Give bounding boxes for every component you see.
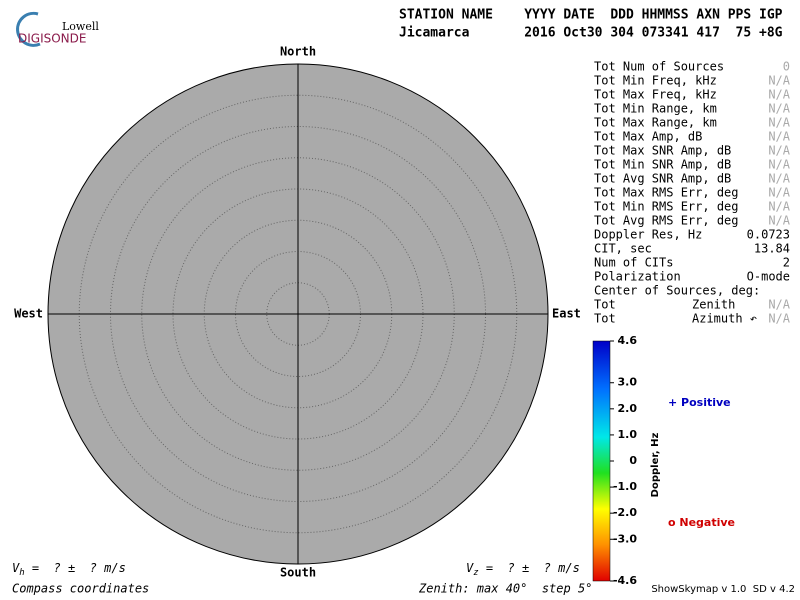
colorbar-label: Doppler, Hz	[650, 433, 661, 498]
vz-text: = ? ± ? m/s	[479, 561, 580, 575]
stat-value: N/A	[768, 172, 790, 186]
colorbar-ticks: 4.6 3.0 2.0 1.0 0 -1.0 -2.0 -3.0 -4.6	[610, 334, 637, 587]
compass-label: South	[280, 566, 316, 580]
colorbar-tick-label: 2.0	[618, 402, 638, 415]
stat-value: N/A	[768, 144, 790, 158]
colorbar-tick-label: -4.6	[613, 574, 637, 587]
colorbar-tick-label: 3.0	[618, 376, 638, 389]
vh-sub: h	[19, 568, 24, 578]
vz-sub: z	[473, 568, 478, 578]
stat-value: 0.0723	[747, 228, 790, 242]
compass-label: West	[14, 307, 43, 321]
stat-sub: Azimuth ↶	[692, 312, 757, 326]
stat-value: N/A	[768, 186, 790, 200]
vh-text: = ? ± ? m/s	[25, 561, 126, 575]
stat-sub: Zenith	[692, 298, 735, 312]
colorbar-tick-label: -2.0	[613, 506, 637, 519]
logo-arc	[16, 11, 41, 47]
colorbar-tick-label: 1.0	[618, 428, 638, 441]
colorbar-tick-label: -1.0	[613, 480, 637, 493]
polar-plot	[47, 63, 549, 565]
compass-label: North	[280, 45, 316, 59]
colorbar-tick-label: -3.0	[613, 532, 637, 545]
stat-value: N/A	[768, 88, 790, 102]
stat-label: Doppler Res, Hz	[594, 228, 702, 242]
colorbar-tick-label: 4.6	[618, 334, 638, 347]
stats-panel: Tot Num of Sources 0 Tot Min Freq, kHz N/A T…	[594, 60, 791, 326]
coords: Compass coordinates	[12, 582, 149, 596]
stat-label: Tot Max Freq, kHz	[594, 88, 717, 102]
stat-value: N/A	[768, 116, 790, 130]
stat-value: N/A	[768, 130, 790, 144]
zenith-info: Zenith: max 40° step 5°	[418, 582, 592, 596]
stat-label: Tot Max Amp, dB	[594, 130, 702, 144]
stat-label: Tot Min Freq, kHz	[594, 74, 717, 88]
stat-label: Tot Avg RMS Err, deg	[594, 214, 739, 228]
compass-label: East	[552, 307, 581, 321]
stat-value: 0	[783, 60, 790, 74]
stat-label: Tot Max SNR Amp, dB	[594, 144, 731, 158]
colorbar-tick-label: 0	[629, 454, 637, 467]
stat-value: N/A	[768, 312, 790, 326]
stat-label: Tot Max Range, km	[594, 116, 717, 130]
stat-value: 2	[783, 256, 790, 270]
stat-label: Tot Max RMS Err, deg	[594, 186, 739, 200]
stat-label: Tot Avg SNR Amp, dB	[594, 172, 731, 186]
stat-label: Tot Min RMS Err, deg	[594, 200, 739, 214]
stat-value: N/A	[768, 158, 790, 172]
legend-negative: o Negative	[668, 516, 735, 529]
stat-value: N/A	[768, 298, 790, 312]
logo-bottom: DIGISONDE	[18, 32, 86, 46]
stat-label: Tot Min Range, km	[594, 102, 717, 116]
colorbar	[592, 340, 611, 582]
stat-label: CIT, sec	[594, 242, 652, 256]
header-line: STATION NAME YYYY DATE DDD HHMMSS AXN PP…	[399, 8, 783, 23]
stat-label: Tot Min SNR Amp, dB	[594, 158, 731, 172]
vh-symbol: V	[12, 561, 20, 575]
vz-symbol: V	[466, 561, 474, 575]
logo-top: Lowell	[62, 20, 99, 33]
stat-label: Tot	[594, 298, 616, 312]
stat-label: Tot Num of Sources	[594, 60, 724, 74]
stat-value: N/A	[768, 102, 790, 116]
header-line: Jicamarca 2016 Oct30 304 073341 417 75 +…	[399, 26, 783, 41]
vh: Vh = ? ± ? m/s	[12, 561, 126, 578]
stat-value: N/A	[768, 214, 790, 228]
stat-label: Num of CITs	[594, 256, 673, 270]
stat-label: Center of Sources, deg:	[594, 284, 760, 298]
stat-value: 13.84	[754, 242, 790, 256]
version: ShowSkymap v 1.0 SD v 4.2	[651, 584, 795, 595]
stat-value: N/A	[768, 200, 790, 214]
stat-value: O-mode	[747, 270, 790, 284]
stat-label: Tot	[594, 312, 616, 326]
legend-positive: + Positive	[668, 396, 731, 409]
vz: Vz = ? ± ? m/s	[466, 561, 580, 578]
stat-value: N/A	[768, 74, 790, 88]
stat-label: Polarization	[594, 270, 681, 284]
